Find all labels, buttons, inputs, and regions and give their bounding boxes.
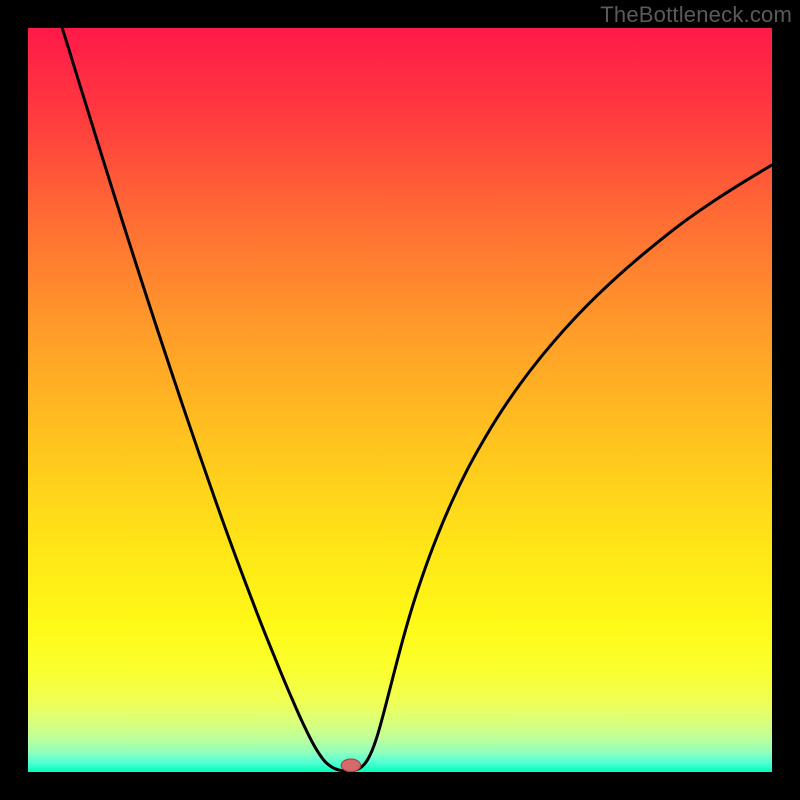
watermark-text: TheBottleneck.com bbox=[600, 2, 792, 28]
bottleneck-chart-svg bbox=[28, 28, 772, 772]
optimal-point-marker bbox=[341, 759, 360, 772]
plot-area bbox=[28, 28, 772, 772]
chart-background bbox=[28, 28, 772, 772]
chart-container: TheBottleneck.com bbox=[0, 0, 800, 800]
